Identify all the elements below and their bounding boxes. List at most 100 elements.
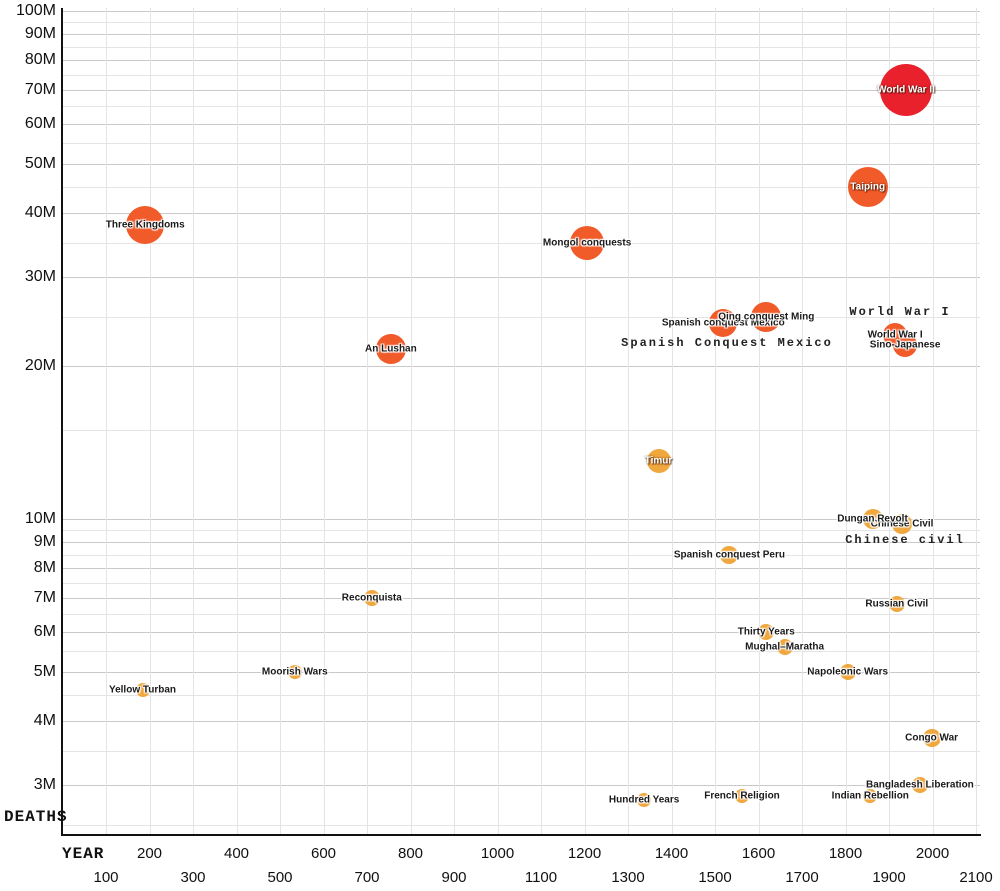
x-tick-label: 500 <box>267 869 293 886</box>
x-tick-label: 1400 <box>654 845 689 862</box>
bubble-mongol-conquests <box>570 225 605 260</box>
bubble-an-lushan <box>375 334 406 365</box>
gridline-y-major <box>63 784 980 786</box>
bubble-chinese-civil <box>892 513 912 534</box>
gridline-y-major <box>63 163 980 165</box>
gridline-y-minor <box>63 530 980 532</box>
label-hundred-years: Hundred Years <box>608 794 680 806</box>
bubble-moorish-wars <box>287 664 302 679</box>
gridline-x <box>236 8 238 835</box>
gridline-x <box>671 8 673 835</box>
gridline-y-minor <box>63 22 980 24</box>
label-taiping: Taiping <box>850 181 886 193</box>
y-tick-label: 80M <box>24 51 56 69</box>
x-tick-label: 2000 <box>915 845 950 862</box>
anno-spanish-conquest-mexico: Spanish Conquest Mexico <box>621 336 833 350</box>
label-world-war-2: World War II <box>877 84 935 96</box>
bubble-dungan-revolt <box>862 509 883 529</box>
gridline-x <box>541 8 542 835</box>
x-axis-line <box>61 834 981 836</box>
bubble-world-war-2 <box>880 63 932 116</box>
bubble-indian-rebellion <box>863 788 878 803</box>
gridline-y-minor <box>63 142 980 144</box>
label-an-lushan: An Lushan <box>365 343 417 355</box>
gridline-x <box>410 8 412 835</box>
label-russian-civil: Russian Civil <box>865 598 929 610</box>
y-axis-line <box>61 8 63 836</box>
x-tick-label: 1200 <box>567 845 602 862</box>
bubble-spanish-conquest-mexico <box>709 309 738 338</box>
gridline-y-minor <box>63 695 980 697</box>
gridline-x <box>193 8 194 835</box>
label-three-kingdoms: Three Kingdoms <box>105 219 185 230</box>
gridline-x <box>845 8 847 835</box>
label-timur: Timur <box>644 455 673 467</box>
gridline-y-minor <box>63 106 980 107</box>
gridline-y-major <box>63 213 980 215</box>
gridline-x <box>367 8 368 835</box>
gridline-x <box>280 8 281 835</box>
gridline-x <box>932 8 934 835</box>
label-congo-war: Congo War <box>905 732 959 744</box>
y-tick-label: 40M <box>24 204 56 222</box>
bubble-bangladesh-liberation <box>911 776 928 793</box>
gridline-y-minor <box>63 750 980 752</box>
y-tick-label: 100M <box>15 2 56 19</box>
gridline-y-major <box>63 60 980 62</box>
label-indian-rebellion: Indian Rebellion <box>831 790 909 802</box>
x-tick-label: 800 <box>397 845 424 862</box>
gridline-x <box>106 8 107 835</box>
bubble-napoleonic-wars <box>839 663 856 680</box>
label-sino-japanese: Sino-Japanese <box>869 339 941 351</box>
label-reconquista: Reconquista <box>341 592 402 604</box>
gridline-y-major <box>63 11 980 12</box>
gridline-y-minor <box>63 74 980 76</box>
bubble-french-religion <box>735 788 749 803</box>
y-tick-label: 10M <box>24 510 56 527</box>
x-tick-label: 1800 <box>828 845 863 862</box>
label-dungan-revolt: Dungan Revolt <box>837 513 908 525</box>
label-spanish-conquest-mexico: Spanish conquest Mexico <box>661 317 785 329</box>
x-tick-label: 1900 <box>872 869 906 886</box>
x-tick-label: 700 <box>354 869 380 886</box>
x-tick-label: 900 <box>441 869 467 886</box>
bubble-yellow-turban <box>135 683 150 698</box>
bubble-congo-war <box>922 729 941 748</box>
x-tick-label: 1100 <box>524 869 558 886</box>
bubble-reconquista <box>363 589 380 606</box>
x-tick-label: 400 <box>223 845 250 862</box>
bubble-thirty-years <box>758 623 775 640</box>
y-tick-label: 70M <box>24 80 56 98</box>
gridline-x <box>628 8 629 835</box>
x-tick-label: 200 <box>136 845 163 862</box>
label-moorish-wars: Moorish Wars <box>261 666 328 678</box>
x-tick-label: 2100 <box>959 869 993 886</box>
x-tick-label: 1500 <box>698 869 732 886</box>
gridline-x <box>149 8 151 835</box>
x-tick-label: 1600 <box>741 845 776 862</box>
x-axis-title: YEAR <box>62 845 105 863</box>
y-tick-label: 60M <box>24 114 56 132</box>
y-tick-label: 5M <box>33 662 56 680</box>
gridline-y-minor <box>63 650 980 652</box>
y-tick-label: 30M <box>24 267 56 285</box>
bubble-hundred-years <box>637 792 652 807</box>
label-bangladesh-liberation: Bangladesh Liberation <box>865 779 974 791</box>
y-axis-title: DEATHS <box>4 808 68 826</box>
bubble-taiping <box>847 167 888 208</box>
gridline-y-major <box>63 276 980 278</box>
x-tick-label: 1700 <box>785 869 819 886</box>
label-mongol-conquests: Mongol conquests <box>542 237 632 249</box>
gridline-x <box>889 8 890 835</box>
gridline-y-major <box>63 631 980 633</box>
y-tick-label: 50M <box>24 154 56 172</box>
gridline-y-major <box>63 89 980 91</box>
gridline-y-major <box>63 568 980 570</box>
gridline-x <box>584 8 586 835</box>
gridline-y-minor <box>63 824 980 826</box>
anno-world-war-1: World War I <box>849 305 951 319</box>
gridline-x <box>323 8 325 835</box>
y-tick-label: 9M <box>33 533 56 551</box>
gridline-y-minor <box>63 187 980 189</box>
